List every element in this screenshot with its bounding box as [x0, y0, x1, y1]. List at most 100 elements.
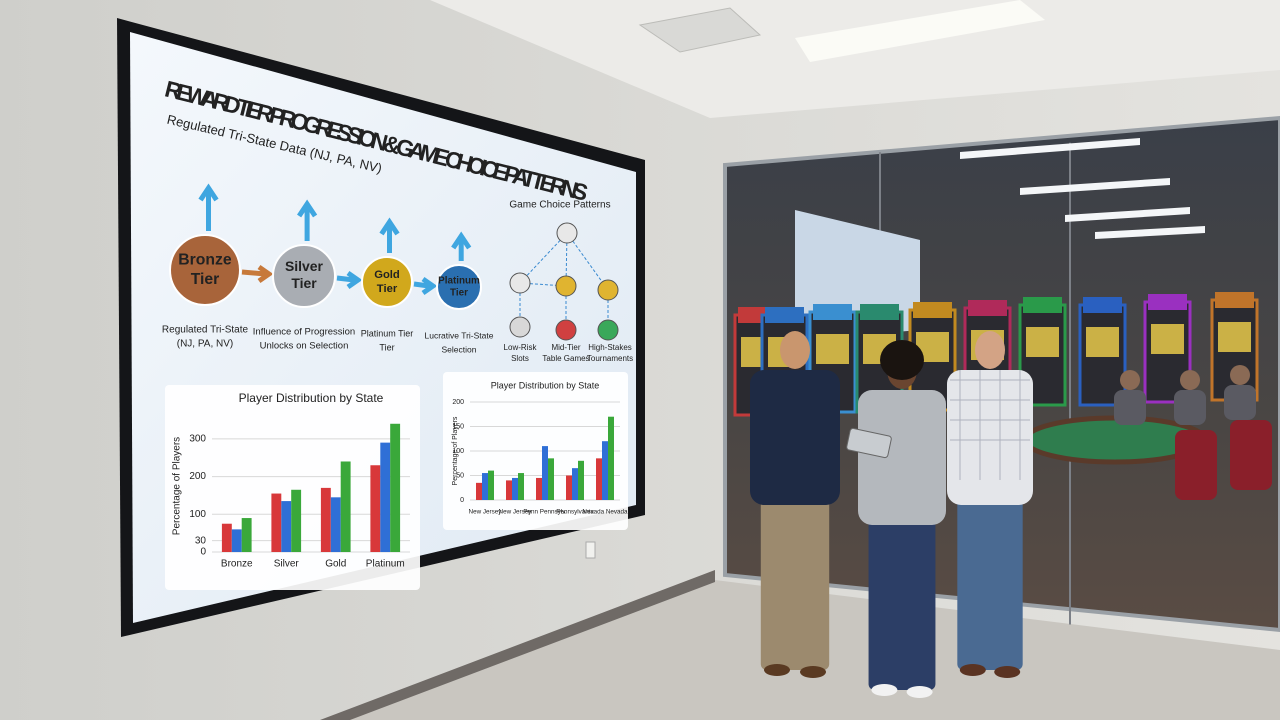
chair [1175, 430, 1217, 500]
tier-caption: Regulated Tri-State [162, 325, 249, 336]
ceiling-light [795, 0, 1045, 62]
bar [221, 523, 232, 552]
person-torso [750, 370, 840, 505]
tier-caption: Selection [442, 344, 477, 354]
person-head [780, 331, 810, 369]
y-tick-label: 0 [200, 547, 206, 558]
tier-medal [169, 234, 241, 306]
person-legs [760, 490, 830, 670]
bar [608, 416, 614, 500]
tier-arrow [241, 264, 274, 284]
tier-caption: Influence of Progression [253, 327, 355, 338]
games-icon [597, 279, 619, 301]
tier-caption: Tier [379, 342, 394, 352]
tier-caption: Lucrative Tri-State [425, 330, 494, 340]
person-legs [957, 490, 1023, 670]
chart-title: Player Distribution by State [239, 391, 384, 405]
x-tick-label: New Jersey [469, 509, 503, 516]
games-icon [555, 275, 577, 297]
slot-sign [813, 304, 852, 320]
y-tick-label: 150 [452, 423, 464, 430]
people [750, 331, 1033, 698]
shirt-check [950, 370, 1030, 480]
games-link [566, 232, 609, 291]
patron-body [1114, 390, 1146, 425]
bar [291, 489, 302, 552]
slot-display [816, 334, 849, 364]
bar [482, 473, 488, 500]
bar [506, 480, 512, 500]
bar [596, 458, 602, 500]
games-link [519, 232, 568, 284]
ceiling-vent [638, 7, 762, 53]
x-tick-label: Platinum [366, 559, 405, 570]
y-axis-label: Percentage of Players [172, 437, 183, 535]
patron-body [1224, 385, 1256, 420]
tier-medal [436, 264, 482, 310]
bar [330, 497, 341, 552]
slot-display [1218, 322, 1251, 352]
bar [380, 442, 391, 552]
y-tick-label: 300 [189, 433, 206, 444]
room-light [960, 138, 1140, 159]
bar [572, 468, 578, 500]
tier-medal [272, 244, 336, 308]
bar [340, 461, 351, 552]
slot-sign [1215, 292, 1254, 308]
slot-sign [968, 300, 1007, 316]
person-shoe [764, 664, 790, 676]
x-tick-label: New Jersey [499, 509, 533, 516]
y-tick-label: 200 [452, 399, 464, 406]
tier-caption: Unlocks on Selection [260, 341, 349, 352]
bar [271, 493, 282, 552]
room-light [1020, 178, 1170, 195]
baseboard [320, 570, 715, 720]
tier-label: Tier [291, 275, 317, 291]
slot-display [1151, 324, 1184, 354]
games-item: Mid-Tier [551, 343, 580, 352]
screen: REWARD TIER PROGRESSION & GAME CHOICE PA… [117, 18, 645, 637]
games-link [565, 232, 568, 287]
bar [281, 501, 292, 552]
y-tick-label: 50 [456, 472, 464, 479]
y-axis-label: Percentage of Players [452, 416, 459, 485]
games-item: Low-Risk [504, 343, 538, 352]
bar [476, 482, 482, 500]
chart-title: Player Distribution by State [491, 380, 600, 390]
slot-sign [913, 302, 952, 318]
patron-body [1174, 390, 1206, 425]
x-tick-label: Bronze [221, 559, 253, 570]
x-tick-label: Pennsylvania [556, 509, 594, 516]
slot-sign [860, 304, 899, 320]
slot-display [1086, 327, 1119, 357]
chair [1230, 420, 1272, 490]
bar [390, 423, 401, 552]
patron-head [1180, 370, 1200, 390]
tier-caption: Platinum Tier [361, 328, 414, 338]
slot-sign [765, 307, 804, 323]
tier-label: Silver [285, 258, 324, 274]
ceiling [430, 0, 1280, 118]
slot-sign [1148, 294, 1187, 310]
x-tick-label: Penn Pennsylv. [523, 509, 567, 516]
person-head [975, 331, 1005, 369]
bar [370, 465, 381, 552]
tier-arrow [413, 276, 438, 296]
tier-up-arrow [297, 199, 318, 241]
y-tick-label: 100 [189, 509, 206, 520]
games-title: Game Choice Patterns [509, 200, 610, 211]
bar [241, 518, 252, 552]
games-item: High-Stakes [588, 343, 632, 352]
tier-label: Gold [374, 269, 400, 281]
person-torso [947, 370, 1033, 505]
bar [231, 529, 242, 552]
games-icon [509, 272, 531, 294]
person-shoe [994, 666, 1021, 678]
games-item: Table Games [542, 354, 589, 363]
person-shoe [800, 666, 826, 678]
bar [548, 458, 554, 500]
slot-sign [1023, 297, 1062, 313]
tier-up-arrow [379, 217, 400, 253]
person-shoe [906, 686, 933, 698]
